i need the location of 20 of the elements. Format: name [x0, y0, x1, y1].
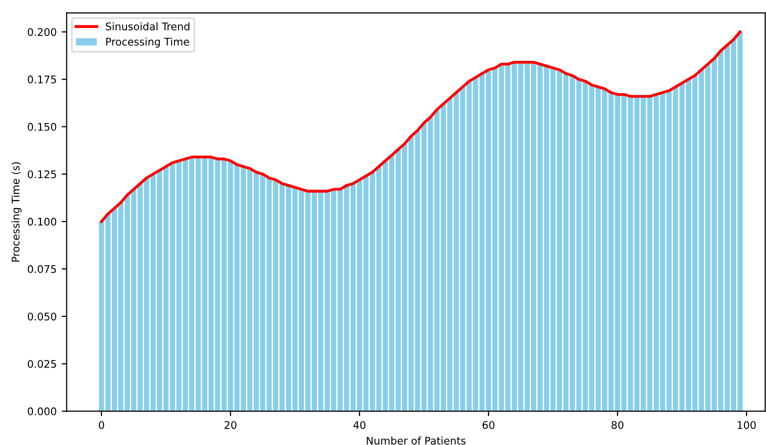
x-tick-label: 80	[612, 421, 624, 429]
y-tick-label: 0.150	[28, 122, 56, 131]
y-tick-label: 0.000	[28, 407, 56, 416]
y-tick-label: 0.175	[28, 76, 56, 84]
y-axis-title: Processing Time (s)	[11, 162, 22, 262]
x-tick-label: 60	[482, 421, 494, 429]
y-tick-label: 0.200	[28, 28, 56, 36]
y-tick-label: 0.100	[28, 218, 56, 226]
y-tick-label: 0.075	[28, 265, 56, 274]
x-axis-title: Number of Patients	[366, 436, 466, 445]
x-tick-label: 40	[353, 421, 366, 429]
y-tick-label: 0.050	[28, 312, 56, 320]
x-tick-label: 100	[738, 421, 756, 429]
y-tick-label: 0.125	[28, 170, 56, 178]
line-series	[100, 30, 742, 223]
y-tick-label: 0.025	[28, 360, 56, 368]
x-tick-label: 0	[98, 421, 104, 429]
legend-label: Sinusoidal Trend	[106, 22, 190, 30]
legend-label: Processing Time	[106, 38, 190, 48]
x-tick-label: 20	[224, 421, 236, 429]
